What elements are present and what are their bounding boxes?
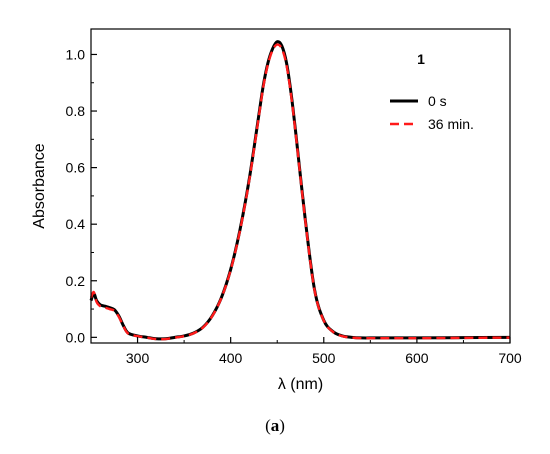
caption-letter: a — [270, 416, 280, 435]
y-tick-label-0: 0.0 — [66, 329, 86, 345]
x-tick-label-300: 300 — [126, 350, 150, 366]
x-tick-label-400: 400 — [219, 350, 243, 366]
x-axis-title: λ (nm) — [278, 376, 323, 393]
legend-label-0-s: 0 s — [428, 93, 447, 109]
y-tick-label-0.4: 0.4 — [66, 216, 86, 232]
series-line-0-s — [89, 40, 511, 341]
y-axis: 0.0 0.2 0.4 0.6 0.8 1.0 — [66, 46, 97, 345]
plot-frame — [90, 28, 511, 344]
y-tick-label-0.8: 0.8 — [66, 103, 86, 119]
plot-area — [89, 40, 511, 341]
caption-open-paren: ( — [265, 416, 271, 435]
y-axis-title: Absorbance — [31, 143, 48, 228]
figure-caption: (a) — [0, 416, 550, 436]
y-tick-label-0.6: 0.6 — [66, 160, 86, 176]
x-tick-label-600: 600 — [405, 350, 429, 366]
series-line-36-min — [89, 43, 511, 341]
y-tick-label-1: 1.0 — [66, 46, 86, 62]
sample-number-label: 1 — [417, 51, 425, 67]
x-tick-label-500: 500 — [312, 350, 336, 366]
absorbance-chart: 300 400 500 600 700 0.0 0.2 0.4 0.6 0.8 1.0 λ (nm… — [31, 28, 522, 393]
x-axis: 300 400 500 600 700 — [90, 337, 522, 366]
legend: 0 s 36 min. — [390, 93, 474, 132]
x-tick-label-700: 700 — [498, 350, 522, 366]
y-tick-label-0.2: 0.2 — [66, 273, 86, 289]
legend-label-36-min: 36 min. — [428, 116, 474, 132]
caption-close-paren: ) — [279, 416, 285, 435]
